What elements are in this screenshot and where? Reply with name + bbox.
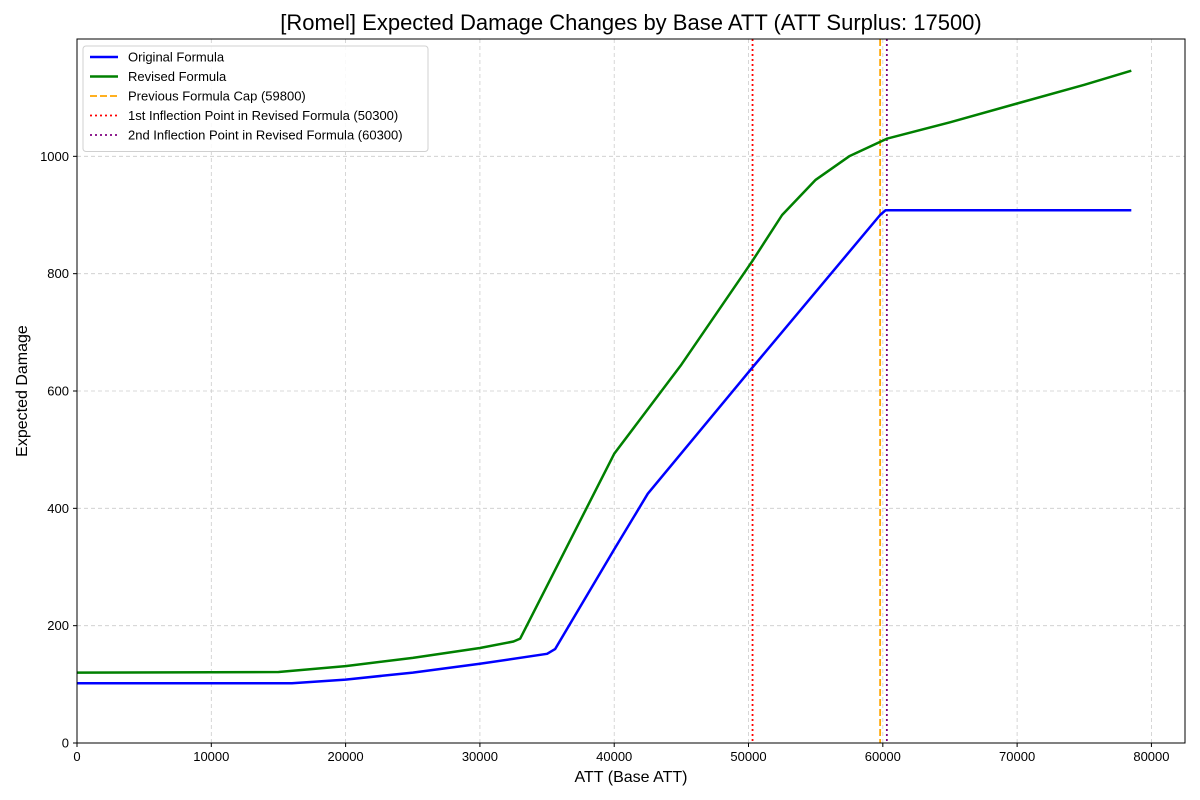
x-axis-label: ATT (Base ATT)	[575, 769, 688, 786]
legend-label: Original Formula	[128, 50, 225, 65]
series-lines	[76, 69, 1132, 685]
y-tick-label: 1000	[40, 149, 69, 164]
y-tick-label: 0	[62, 736, 69, 751]
series-line	[77, 209, 1132, 685]
y-tick-label: 400	[47, 501, 69, 516]
series-line	[76, 69, 1132, 674]
x-tick-label: 80000	[1133, 749, 1169, 764]
x-tick-label: 30000	[462, 749, 498, 764]
reference-lines	[751, 39, 888, 743]
x-tick-label: 40000	[596, 749, 632, 764]
legend-label: Revised Formula	[128, 69, 227, 84]
x-tick-label: 20000	[328, 749, 364, 764]
x-tick-label: 60000	[865, 749, 901, 764]
x-tick-label: 70000	[999, 749, 1035, 764]
y-tick-label: 800	[47, 266, 69, 281]
legend-label: 1st Inflection Point in Revised Formula …	[128, 108, 398, 123]
axis-ticks: 0 10000 20000 30000 40000 50000 60000 70000 8000…	[40, 149, 1169, 764]
x-tick-label: 50000	[730, 749, 766, 764]
chart-title: [Romel] Expected Damage Changes by Base …	[280, 10, 982, 35]
x-tick-label: 0	[73, 749, 80, 764]
y-tick-label: 600	[47, 384, 69, 399]
y-tick-label: 200	[47, 618, 69, 633]
legend-box	[82, 45, 429, 152]
y-axis-label: Expected Damage	[14, 325, 31, 457]
legend-label: 2nd Inflection Point in Revised Formula …	[128, 128, 403, 143]
legend: Original Formula Revised Formula Previous …	[82, 45, 429, 152]
x-tick-label: 10000	[193, 749, 229, 764]
legend-label: Previous Formula Cap (59800)	[128, 89, 306, 104]
